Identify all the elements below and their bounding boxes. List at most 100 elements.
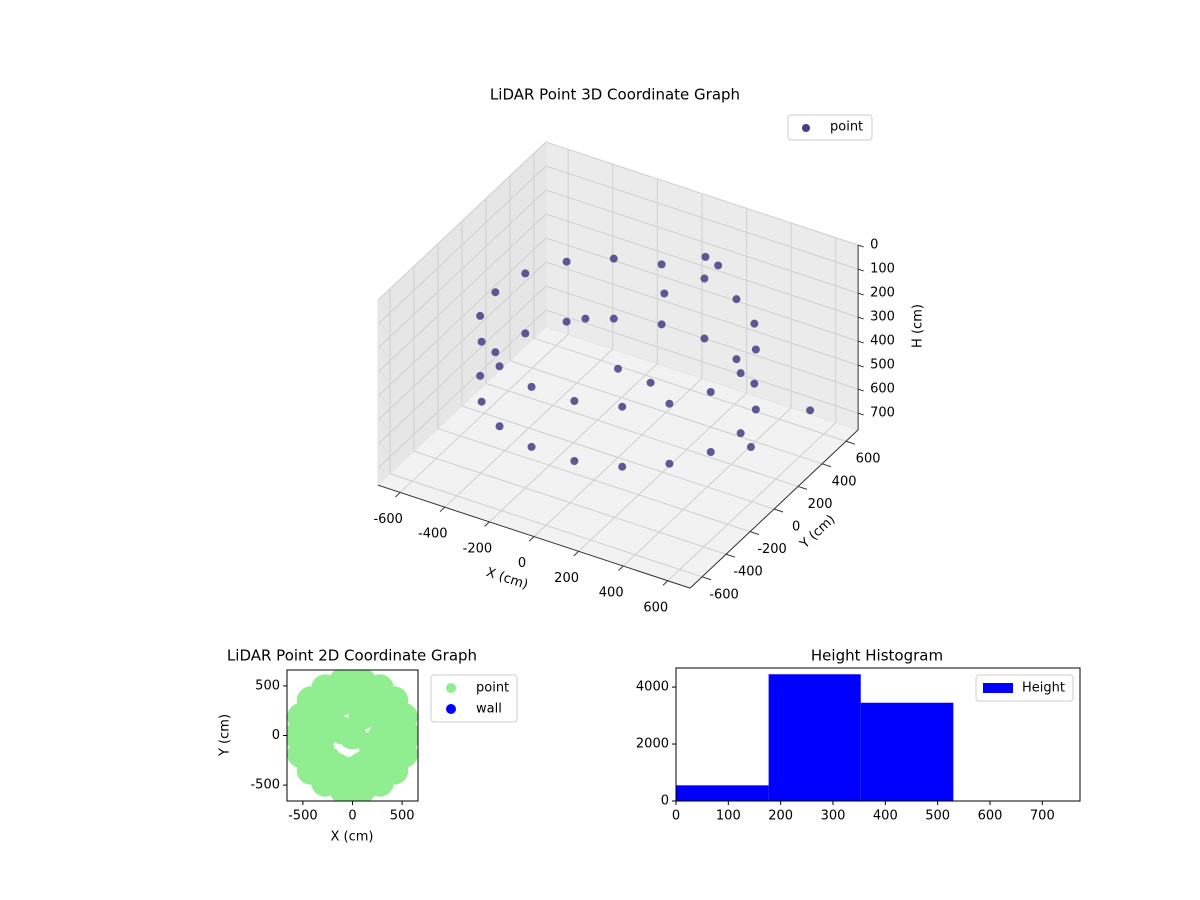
legend-marker (983, 683, 1013, 693)
legend-label: Height (1022, 681, 1065, 696)
point (368, 721, 397, 750)
y-axis-label: Y (cm) (218, 714, 233, 757)
grid-line (545, 261, 859, 366)
point (614, 364, 622, 373)
point (491, 288, 500, 297)
point (570, 457, 579, 466)
point (491, 348, 500, 357)
tick-mark (528, 536, 535, 542)
point (618, 462, 627, 471)
legend-label: point (830, 120, 863, 135)
grid-line (545, 213, 859, 318)
point (700, 274, 709, 283)
y-tick-label: 0 (792, 520, 800, 535)
point (750, 379, 759, 388)
tick-mark (821, 463, 832, 468)
grid-line (545, 237, 859, 342)
x-tick-label: 600 (643, 600, 668, 615)
grid-line (413, 450, 727, 555)
point (700, 334, 709, 343)
chart-title: Height Histogram (811, 647, 943, 665)
chart-title: LiDAR Point 2D Coordinate Graph (227, 647, 477, 665)
grid-line (509, 360, 823, 465)
tick-mark (573, 550, 579, 557)
legend-label: point (476, 681, 509, 696)
point (477, 397, 486, 406)
tick-mark (857, 340, 864, 344)
point (527, 442, 536, 451)
legend-box (787, 114, 873, 141)
point (750, 319, 759, 328)
grid-line (485, 382, 799, 487)
point (581, 314, 590, 323)
grid-line (377, 237, 547, 397)
point (751, 345, 760, 354)
y-tick-label: -600 (709, 587, 739, 602)
point (746, 443, 755, 452)
x-tick-label: 400 (599, 586, 624, 601)
grid-line (437, 428, 751, 533)
point (348, 751, 377, 780)
frame (286, 669, 419, 802)
grid-line (377, 213, 547, 373)
y-tick-label: -400 (733, 565, 763, 580)
z-tick-label: 100 (870, 262, 895, 277)
y-axis-line (689, 429, 859, 589)
point (609, 254, 618, 263)
grid-line (461, 405, 775, 510)
bar (768, 674, 861, 801)
z-tick-label: 300 (870, 310, 895, 325)
legend-marker (802, 124, 810, 132)
y-tick-label: 400 (832, 474, 857, 489)
point (665, 399, 674, 408)
grid-line (545, 309, 859, 414)
legend-marker (446, 704, 456, 714)
point (609, 314, 618, 323)
bar (676, 785, 769, 801)
tick-mark (773, 508, 784, 513)
x-tick-label: 300 (821, 809, 846, 824)
tick-mark (797, 485, 808, 490)
tick-mark (845, 440, 856, 445)
point (521, 269, 530, 278)
z-tick-label: 400 (870, 334, 895, 349)
point (806, 406, 815, 415)
tick-mark (749, 531, 760, 536)
y-tick-label: 500 (255, 678, 280, 693)
x-tick-label: 0 (518, 556, 526, 571)
y-tick-label: -500 (250, 778, 280, 793)
tick-mark (857, 316, 864, 320)
x-tick-label: 200 (554, 571, 579, 586)
point (706, 447, 715, 456)
grid-line (545, 189, 859, 294)
z-axis-label: H (cm) (911, 304, 926, 348)
tick-mark (701, 576, 712, 581)
point (736, 369, 745, 378)
x-tick-label: -500 (288, 809, 318, 824)
point (495, 422, 504, 431)
point (736, 429, 745, 438)
point (476, 371, 485, 380)
grid-line (377, 285, 547, 445)
tick-mark (857, 412, 864, 416)
tick-mark (484, 521, 490, 527)
y-tick-label: 4000 (636, 680, 669, 695)
grid-line (377, 141, 547, 301)
z-tick-label: 600 (870, 382, 895, 397)
legend-label: wall (476, 702, 502, 717)
tick-mark (395, 492, 401, 498)
grid-line (389, 473, 703, 578)
point (477, 337, 486, 346)
y-tick-label: 600 (856, 452, 881, 467)
grid-line (545, 165, 859, 270)
y-tick-label: 2000 (636, 737, 669, 752)
grid-line (377, 189, 547, 349)
y-tick-label: -200 (757, 542, 787, 557)
point (338, 781, 367, 801)
point (527, 382, 536, 391)
tick-mark (618, 565, 624, 571)
z-tick-label: 500 (870, 358, 895, 373)
point (660, 289, 669, 298)
z-tick-label: 0 (870, 238, 878, 253)
